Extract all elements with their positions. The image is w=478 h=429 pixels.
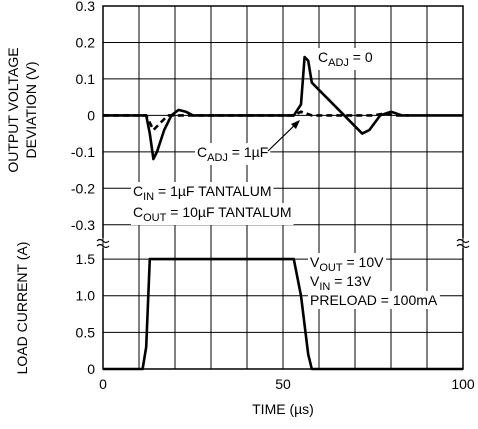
annotation-text: = 0 (349, 49, 373, 65)
annotation-bg (316, 48, 375, 70)
annotation-text: = 1µF (228, 144, 268, 160)
annotation: CADJ = 1µF (197, 144, 268, 164)
y-tick-label: -0.2 (71, 180, 95, 196)
annotation-text: C (197, 144, 207, 160)
y-tick-label: 0.1 (76, 71, 96, 87)
subscript: ADJ (328, 57, 349, 69)
y-axis-label: OUTPUT VOLTAGE (5, 47, 21, 172)
annotation-bg (308, 253, 387, 275)
annotation-text: = 10V (343, 254, 385, 270)
x-tick-label: 0 (99, 376, 107, 392)
annotation: COUT = 10µF TANTALUM (133, 204, 292, 224)
subscript: OUT (143, 212, 167, 224)
annotation-text: = 10µF TANTALUM (166, 204, 291, 220)
annotation-bg (308, 291, 440, 309)
data-line (103, 257, 463, 371)
x-tick-label: 100 (451, 376, 475, 392)
y-tick-label: 1.5 (76, 251, 96, 267)
y-tick-label: 0.2 (76, 34, 96, 50)
y-tick-label: -0.3 (71, 217, 95, 233)
arrow-head (291, 120, 300, 129)
subscript: IN (319, 281, 330, 293)
annotation: CIN = 1µF TANTALUM (133, 183, 272, 203)
annotation-text: V (310, 254, 320, 270)
lines (103, 55, 463, 371)
annotation-bg (131, 203, 294, 225)
x-axis-label: TIME (µs) (252, 401, 314, 417)
annotation: CADJ = 0 (318, 49, 373, 69)
y-tick-label: -0.1 (71, 144, 95, 160)
subscript: ADJ (207, 152, 228, 164)
annotation: PRELOAD = 100mA (310, 292, 438, 308)
annotation-text: C (133, 183, 143, 199)
y-axis-label: LOAD CURRENT (A) (14, 242, 30, 375)
y-tick-label: 0 (87, 107, 95, 123)
annotation-text: V (310, 273, 320, 289)
y-tick-label: 0.3 (76, 0, 96, 14)
subscript: OUT (319, 262, 343, 274)
annotation-text: = 13V (330, 273, 372, 289)
annotation-bg (131, 182, 274, 204)
data-line (103, 55, 463, 161)
y-tick-label: 0 (87, 361, 95, 377)
annotation: VOUT = 10V (310, 254, 384, 274)
annotation-bg (195, 143, 271, 165)
annotation-text: C (133, 204, 143, 220)
annotation-text: = 1µF TANTALUM (154, 183, 271, 199)
annotation-text: C (318, 49, 328, 65)
annotation-bg (308, 272, 374, 294)
annotation-text: PRELOAD = 100mA (310, 292, 438, 308)
subscript: IN (143, 191, 154, 203)
x-tick-label: 50 (275, 376, 291, 392)
annotation: VIN = 13V (310, 273, 372, 293)
y-axis-label: DEVIATION (V) (23, 62, 39, 159)
y-tick-label: 0.5 (76, 324, 96, 340)
y-tick-label: 1.0 (76, 288, 96, 304)
labels: 0.3 0.2 0.1 0 -0.1 -0.2 -0.3 OUTPUT VOLTAGE DEVI… (5, 0, 475, 417)
data-line (103, 110, 409, 132)
